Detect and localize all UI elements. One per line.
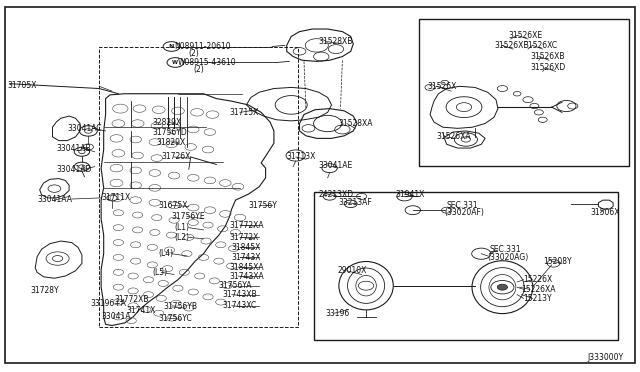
Text: (33020AF): (33020AF) xyxy=(445,208,484,217)
Text: W: W xyxy=(172,60,179,65)
Text: 33041AB: 33041AB xyxy=(56,144,91,153)
Text: 31526XC: 31526XC xyxy=(524,41,557,50)
Text: 31526XD: 31526XD xyxy=(530,63,565,72)
Text: N08911-20610: N08911-20610 xyxy=(174,42,230,51)
Text: 15226X: 15226X xyxy=(524,275,553,284)
Text: 33196: 33196 xyxy=(325,309,349,318)
Circle shape xyxy=(497,284,508,290)
Text: 31845XA: 31845XA xyxy=(229,263,264,272)
Text: 31772X: 31772X xyxy=(229,233,259,242)
Text: 31713X: 31713X xyxy=(287,153,316,161)
Text: 31715X: 31715X xyxy=(229,108,259,117)
Text: N: N xyxy=(169,44,174,49)
Text: 33041AD: 33041AD xyxy=(56,165,92,174)
Text: 31756Y: 31756Y xyxy=(248,201,277,210)
Text: 31743X: 31743X xyxy=(232,253,261,262)
Text: J333000Y: J333000Y xyxy=(588,353,624,362)
Text: 31526XA: 31526XA xyxy=(436,132,471,141)
Text: 31526XF: 31526XF xyxy=(494,41,528,50)
Text: 24213XD: 24213XD xyxy=(319,190,354,199)
Text: 33041AA: 33041AA xyxy=(37,195,72,203)
Text: 31675X: 31675X xyxy=(159,201,188,210)
Text: 31506X: 31506X xyxy=(590,208,620,217)
Text: 31743XA: 31743XA xyxy=(229,272,264,280)
Text: 31741X: 31741X xyxy=(127,306,156,315)
Text: (L2): (L2) xyxy=(174,233,189,242)
Text: (L4): (L4) xyxy=(159,249,174,258)
Text: 31756YB: 31756YB xyxy=(163,302,197,311)
Text: 31829X: 31829X xyxy=(157,138,186,147)
Text: SEC.331: SEC.331 xyxy=(490,246,521,254)
Text: 31528XB: 31528XB xyxy=(319,37,353,46)
Text: W08915-43610: W08915-43610 xyxy=(178,58,237,67)
Text: 15226XA: 15226XA xyxy=(522,285,556,294)
Text: 31941X: 31941X xyxy=(396,190,425,199)
Text: 31756YD: 31756YD xyxy=(152,128,187,137)
Text: (2): (2) xyxy=(189,49,200,58)
Text: 15208Y: 15208Y xyxy=(543,257,572,266)
Text: 33196+A: 33196+A xyxy=(91,299,127,308)
Text: 31772XB: 31772XB xyxy=(114,295,148,304)
Text: (33020AG): (33020AG) xyxy=(488,253,529,262)
Text: 31845X: 31845X xyxy=(232,243,261,252)
Text: 33041AE: 33041AE xyxy=(319,161,353,170)
Bar xyxy=(419,19,629,166)
Text: 33213AF: 33213AF xyxy=(338,198,372,207)
Text: 31528XA: 31528XA xyxy=(338,119,372,128)
Text: 31526XB: 31526XB xyxy=(530,52,564,61)
Bar xyxy=(99,46,298,327)
Text: (L1): (L1) xyxy=(174,223,189,232)
Text: (L5): (L5) xyxy=(152,268,168,277)
Text: 31711X: 31711X xyxy=(101,193,131,202)
Text: 31726X: 31726X xyxy=(161,153,191,161)
Text: 31526XE: 31526XE xyxy=(509,31,543,40)
Text: 29010X: 29010X xyxy=(338,266,367,275)
Text: 31756YC: 31756YC xyxy=(159,314,193,323)
Text: 31526X: 31526X xyxy=(428,82,457,91)
Text: 31743XB: 31743XB xyxy=(223,290,257,299)
Text: 15213Y: 15213Y xyxy=(524,294,552,303)
Text: 31772XA: 31772XA xyxy=(229,221,264,230)
Text: 31756YE: 31756YE xyxy=(172,212,205,221)
Text: (2): (2) xyxy=(193,65,204,74)
Text: SEC.331: SEC.331 xyxy=(447,201,478,210)
Text: 31728Y: 31728Y xyxy=(31,286,60,295)
Bar xyxy=(314,192,618,340)
Text: 33041AC: 33041AC xyxy=(67,124,102,133)
Text: 31743XC: 31743XC xyxy=(223,301,257,310)
Text: 33041A: 33041A xyxy=(101,312,131,321)
Text: 32829X: 32829X xyxy=(152,118,182,126)
Text: 31756YA: 31756YA xyxy=(219,281,252,290)
Text: 31705X: 31705X xyxy=(8,81,37,90)
